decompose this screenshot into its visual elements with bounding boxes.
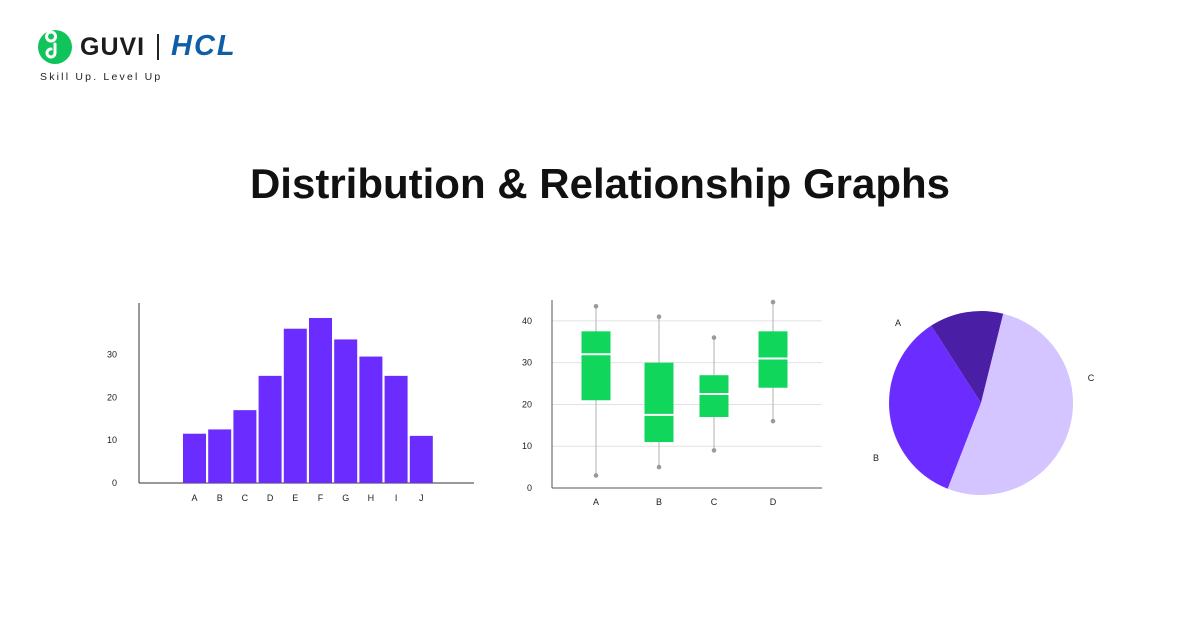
guvi-logo-icon <box>38 30 72 64</box>
bar-x-tick-label: C <box>242 493 249 503</box>
box-x-tick-label: A <box>593 497 599 507</box>
pie-labels: A B C <box>873 318 1095 463</box>
bar-mark <box>309 318 332 483</box>
box-body <box>581 331 611 401</box>
bar-x-tick-label: D <box>267 493 274 503</box>
bar-x-tick-label: F <box>318 493 324 503</box>
brand-header: GUVI HCL Skill Up. Level Up <box>38 30 338 90</box>
box-max-point <box>770 299 776 305</box>
box-min-point <box>656 464 662 470</box>
bar-mark <box>283 328 307 483</box>
bar-y-tick-label: 20 <box>107 392 117 402</box>
bar-y-tick-label: 30 <box>107 349 117 359</box>
bar-marks <box>183 318 433 483</box>
hcl-logo-text: HCL <box>171 31 237 59</box>
pie-chart: A B C <box>873 311 1095 495</box>
bar-mark <box>409 435 433 483</box>
box-plot-chart: 0 10 20 30 40 A B C D <box>522 299 822 507</box>
bar-mark <box>233 410 257 483</box>
bar-mark <box>384 375 408 483</box>
logo-row: GUVI HCL <box>38 30 338 64</box>
box-labels: 0 10 20 30 40 A B C D <box>522 316 777 507</box>
bar-mark <box>208 429 232 483</box>
bar-x-tick-label: J <box>419 493 424 503</box>
pie-marks <box>889 311 1073 495</box>
bar-y-tick-label: 10 <box>107 435 117 445</box>
hcl-logo: HCL <box>171 30 307 64</box>
bar-labels: 0 10 20 30 A B C D E F G H I J <box>107 349 424 503</box>
box-body <box>758 331 788 388</box>
bar-x-tick-label: E <box>292 493 298 503</box>
box-marks <box>581 299 788 478</box>
tagline: Skill Up. Level Up <box>40 71 163 83</box>
pie-slice <box>889 325 981 489</box>
bar-mark <box>183 433 206 483</box>
bar-x-tick-label: H <box>368 493 375 503</box>
box-max-point <box>656 314 662 320</box>
box-y-tick-label: 30 <box>522 358 532 368</box>
guvi-logo-text: GUVI <box>80 32 146 61</box>
bar-x-tick-label: A <box>191 493 197 503</box>
box-min-point <box>593 473 599 478</box>
logo-divider <box>157 34 160 60</box>
box-min-point <box>770 418 776 424</box>
box-y-tick-label: 10 <box>522 441 532 451</box>
box-x-tick-label: D <box>770 497 777 507</box>
bar-mark <box>359 356 383 483</box>
bar-mark <box>258 375 282 483</box>
box-x-tick-label: B <box>656 497 662 507</box>
bar-x-tick-label: I <box>395 493 398 503</box>
box-max-point <box>593 303 599 309</box>
pie-slice <box>947 313 1073 495</box>
pie-slice-label: A <box>895 318 901 328</box>
box-x-tick-label: C <box>711 497 718 507</box>
box-max-point <box>711 335 717 340</box>
box-y-tick-label: 20 <box>522 399 532 409</box>
page-title: Distribution & Relationship Graphs <box>249 160 951 207</box>
histogram-chart: 0 10 20 30 A B C D E F G H I J <box>107 303 474 503</box>
box-body <box>644 362 674 443</box>
box-min-point <box>711 448 717 453</box>
bar-x-tick-label: B <box>217 493 223 503</box>
box-y-tick-label: 40 <box>522 316 532 326</box>
pie-slice-label: B <box>873 453 879 463</box>
box-y-tick-label: 0 <box>527 483 532 493</box>
pie-slice-label: C <box>1088 373 1095 383</box>
bar-x-tick-label: G <box>342 493 349 503</box>
bar-y-tick-label: 0 <box>112 478 117 488</box>
box-body <box>699 375 729 417</box>
pie-slice <box>931 311 1004 403</box>
bar-mark <box>334 339 358 483</box>
